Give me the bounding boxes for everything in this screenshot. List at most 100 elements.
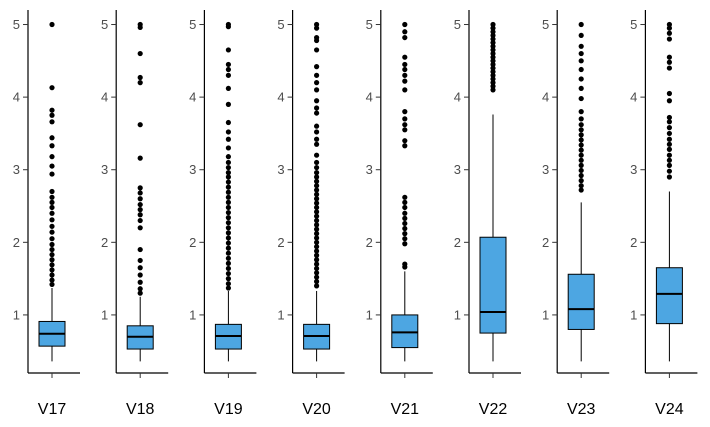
outlier-point: [666, 54, 673, 60]
outlier-point: [314, 278, 320, 285]
outlier-point: [314, 136, 320, 142]
y-tick-label: 2: [630, 235, 637, 250]
outlier-point: [137, 212, 143, 218]
y-tick-label: 1: [189, 307, 196, 322]
outlier-point: [225, 250, 231, 256]
outlier-point: [225, 276, 231, 282]
panel-v21: 1 2 3 4 5 V21: [366, 10, 433, 418]
outlier-point: [314, 37, 320, 44]
outlier-point: [578, 122, 584, 128]
outlier-point: [490, 32, 496, 39]
outlier-point: [314, 25, 320, 31]
outlier-point: [49, 135, 55, 141]
outlier-point: [314, 235, 320, 241]
panel-v19: 1 2 3 4 5 V19: [189, 10, 257, 418]
y-tick-label: 4: [542, 90, 549, 105]
outlier-point: [49, 107, 55, 113]
outlier-point: [402, 210, 408, 216]
outlier-point: [49, 281, 55, 288]
panel-v24: 1 2 3 4 5 V24: [630, 10, 698, 418]
outlier-point: [225, 119, 231, 126]
outlier-point: [314, 105, 320, 111]
outlier-point: [137, 80, 143, 86]
outlier-point: [402, 236, 408, 242]
panel-v17: 1 2 3 4 5 V17: [13, 10, 80, 418]
outlier-point: [314, 183, 320, 189]
outlier-point: [314, 209, 320, 215]
y-tick-label: 2: [101, 235, 108, 250]
outlier-point: [490, 72, 496, 78]
outlier-point: [578, 132, 584, 138]
outlier-point: [578, 172, 584, 179]
outlier-point: [578, 147, 584, 153]
outlier-point: [314, 213, 320, 219]
outlier-point: [225, 47, 231, 53]
outlier-point: [49, 246, 55, 253]
outlier-point: [49, 229, 55, 235]
outlier-point: [225, 145, 231, 151]
outlier-point: [578, 142, 584, 148]
x-tick-label: V17: [38, 401, 67, 418]
outlier-point: [490, 36, 496, 42]
outlier-point: [666, 141, 673, 147]
outlier-point: [314, 72, 320, 78]
outlier-point: [490, 80, 496, 86]
outlier-point: [490, 54, 496, 60]
outlier-point: [314, 159, 320, 166]
outlier-point: [225, 260, 231, 266]
outlier-point: [137, 74, 143, 81]
outlier-point: [578, 21, 584, 28]
outlier-point: [666, 21, 673, 28]
outlier-point: [578, 137, 584, 143]
panel-v22: 1 2 3 4 5 V22: [454, 10, 521, 418]
outlier-point: [578, 43, 584, 49]
y-tick-label: 5: [101, 17, 108, 32]
outlier-point: [225, 174, 231, 180]
outlier-point: [490, 87, 496, 93]
outlier-point: [402, 215, 408, 221]
outlier-point: [578, 127, 584, 133]
y-tick-label: 4: [366, 90, 373, 105]
outlier-point: [225, 255, 231, 261]
outlier-point: [666, 90, 673, 97]
outlier-point: [578, 58, 584, 64]
outlier-point: [402, 199, 408, 205]
outlier-point: [49, 143, 55, 149]
y-tick-label: 3: [277, 162, 284, 177]
outlier-point: [402, 72, 408, 78]
outlier-point: [314, 64, 320, 70]
outlier-point: [314, 80, 320, 86]
outlier-point: [666, 119, 673, 125]
x-tick-label: V22: [479, 401, 508, 418]
outlier-point: [402, 225, 408, 232]
y-tick-label: 3: [189, 162, 196, 177]
outlier-point: [490, 21, 496, 28]
y-tick-label: 3: [13, 162, 20, 177]
x-tick-label: V20: [302, 401, 331, 418]
panel-v18: 1 2 3 4 5 V18: [101, 10, 169, 418]
outlier-point: [578, 32, 584, 39]
outlier-point: [49, 262, 55, 268]
outlier-point: [225, 235, 231, 241]
outlier-point: [49, 272, 55, 278]
outlier-point: [225, 184, 231, 190]
outlier-point: [225, 215, 231, 221]
outlier-point: [666, 174, 673, 180]
y-tick-label: 3: [542, 162, 549, 177]
outlier-point: [666, 114, 673, 121]
outlier-point: [402, 220, 408, 227]
outlier-point: [402, 143, 408, 149]
outlier-point: [666, 98, 673, 104]
outlier-point: [225, 189, 231, 195]
outlier-point: [137, 185, 143, 191]
outlier-point: [314, 123, 320, 129]
outlier-point: [314, 87, 320, 93]
outlier-point: [578, 157, 584, 163]
outlier-point: [314, 270, 320, 276]
y-tick-label: 2: [454, 235, 461, 250]
outlier-point: [490, 58, 496, 64]
outlier-point: [402, 231, 408, 237]
outlier-point: [314, 244, 320, 250]
outlier-point: [578, 95, 584, 102]
outlier-point: [578, 167, 584, 174]
